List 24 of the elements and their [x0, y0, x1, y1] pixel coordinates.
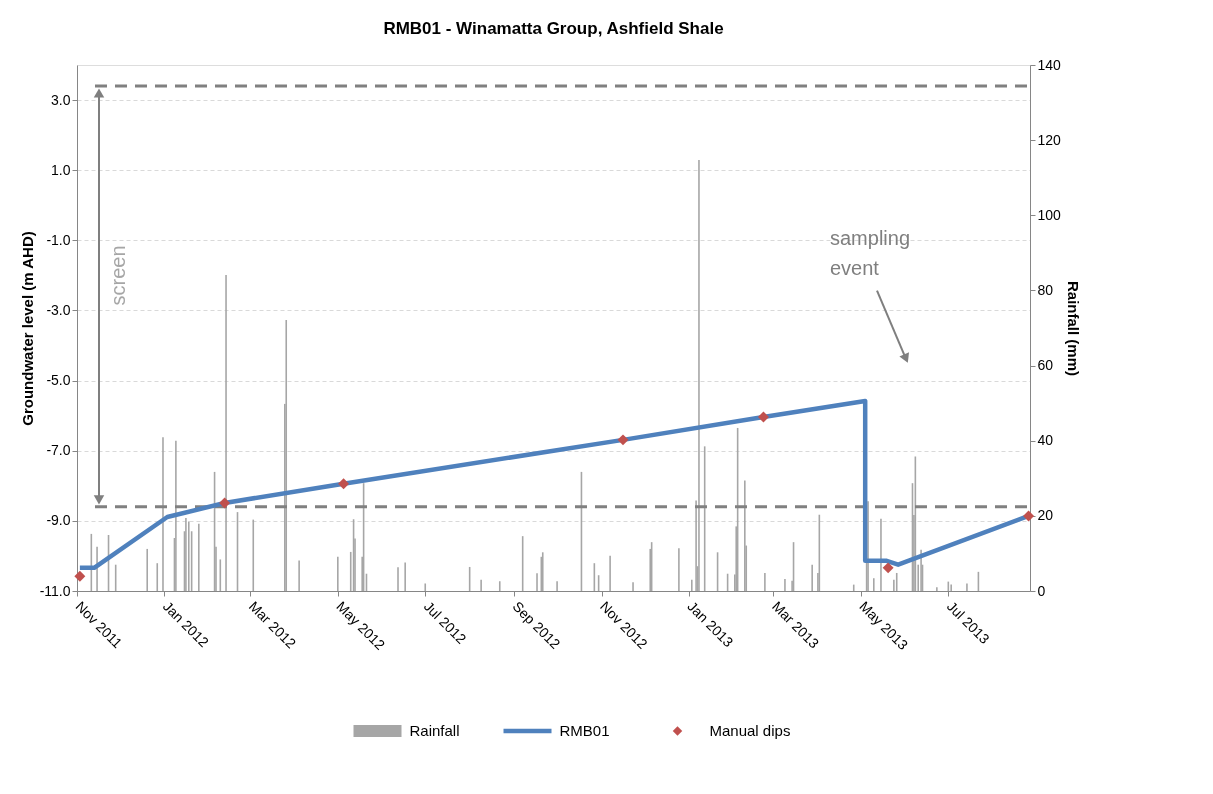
y-tick-label: -3.0 [46, 301, 71, 318]
annotation: screen [107, 245, 129, 306]
legend-label: RMB01 [559, 722, 610, 739]
y2-tick-label: 120 [1037, 131, 1062, 148]
y2-tick-label: 0 [1037, 582, 1046, 599]
y-axis-title: Groundwater level (m AHD) [18, 231, 36, 426]
y2-tick-label: 60 [1037, 357, 1054, 374]
y2-tick-label: 40 [1037, 432, 1054, 449]
y-tick-label: -11.0 [39, 582, 71, 599]
y2-tick-label: 140 [1037, 56, 1062, 73]
y-tick-label: -1.0 [46, 231, 71, 248]
chart-title: RMB01 - Winamatta Group, Ashfield Shale [383, 19, 724, 38]
y2-axis-title: Rainfall (mm) [1064, 280, 1082, 377]
y2-tick-label: 20 [1037, 507, 1054, 524]
y-tick-label: 3.0 [51, 91, 71, 108]
y2-tick-label: 80 [1037, 281, 1054, 298]
y-tick-label: 1.0 [51, 161, 71, 178]
annotation: sampling event [830, 226, 911, 279]
legend-label: Rainfall [409, 722, 460, 739]
y-tick-label: -5.0 [46, 372, 71, 389]
y-tick-label: -7.0 [46, 442, 71, 459]
y2-tick-label: 100 [1037, 206, 1062, 223]
legend-label: Manual dips [709, 722, 791, 739]
y-tick-label: -9.0 [46, 512, 71, 529]
